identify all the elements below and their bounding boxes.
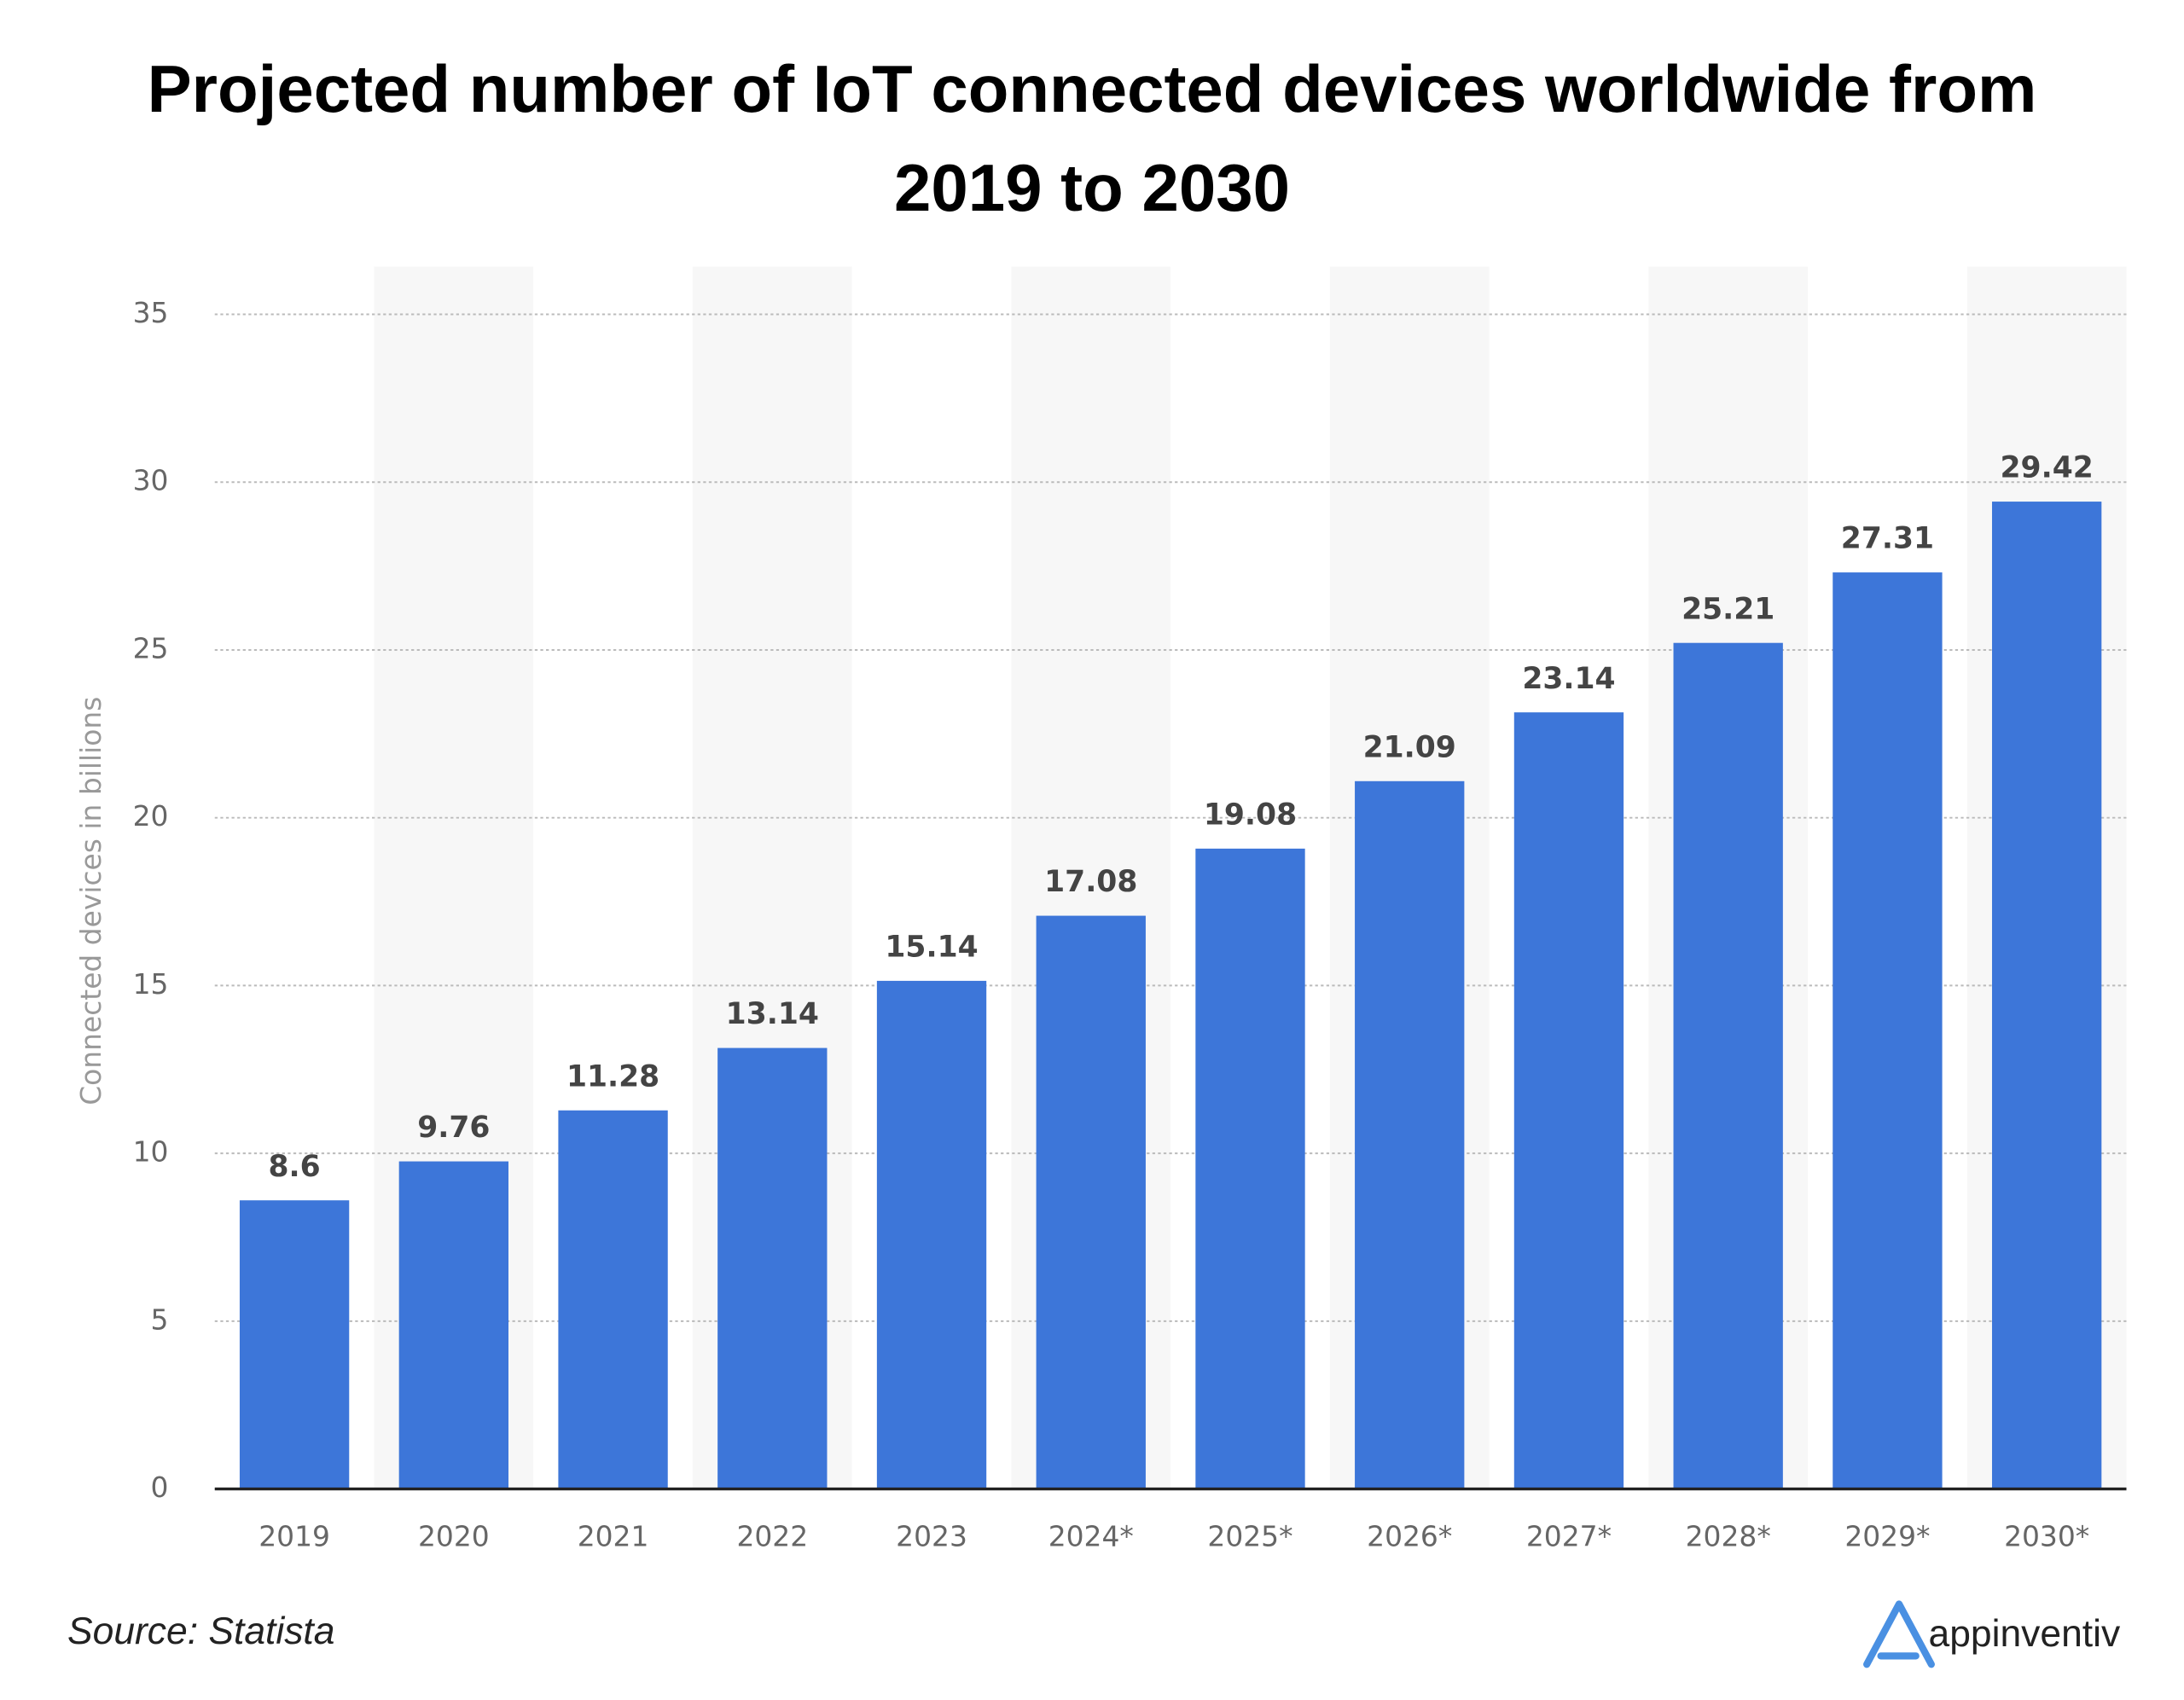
x-tick-label: 2026* bbox=[1367, 1520, 1452, 1553]
bar bbox=[1036, 915, 1146, 1489]
x-tick-label: 2024* bbox=[1048, 1520, 1134, 1553]
y-tick-label: 20 bbox=[133, 799, 169, 833]
y-tick-label: 25 bbox=[133, 631, 169, 664]
y-tick-label: 30 bbox=[133, 464, 169, 497]
value-label: 13.14 bbox=[726, 997, 819, 1031]
bar bbox=[1355, 780, 1465, 1489]
value-label: 21.09 bbox=[1363, 730, 1456, 764]
bar bbox=[717, 1047, 828, 1489]
source: Source: Statista bbox=[67, 1610, 334, 1652]
value-label: 11.28 bbox=[566, 1059, 659, 1094]
x-tick-label: 2028* bbox=[1686, 1520, 1771, 1553]
value-label: 8.6 bbox=[269, 1150, 321, 1184]
x-tick-label: 2020 bbox=[418, 1520, 490, 1553]
x-tick-label: 2029* bbox=[1844, 1520, 1930, 1553]
value-label: 23.14 bbox=[1522, 662, 1615, 696]
value-label: 27.31 bbox=[1841, 522, 1934, 556]
x-tick-label: 2030* bbox=[2004, 1520, 2089, 1553]
value-label: 15.14 bbox=[885, 931, 978, 965]
y-tick-label: 5 bbox=[151, 1303, 169, 1336]
bar bbox=[1195, 848, 1305, 1489]
y-tick-label: 0 bbox=[151, 1471, 169, 1504]
x-tick-label: 2025* bbox=[1207, 1520, 1292, 1553]
x-tick-label: 2019 bbox=[258, 1520, 330, 1553]
value-label: 9.76 bbox=[417, 1111, 490, 1145]
x-tick-label: 2027* bbox=[1526, 1520, 1612, 1553]
bar bbox=[398, 1161, 509, 1489]
value-label: 29.42 bbox=[2001, 451, 2094, 485]
x-tick-label: 2021 bbox=[578, 1520, 649, 1553]
bar bbox=[1513, 712, 1624, 1489]
value-label: 17.08 bbox=[1044, 865, 1137, 899]
chart-title: Projected number of IoT connected device… bbox=[147, 51, 2037, 225]
brand-name: appinventiv bbox=[1929, 1613, 2121, 1655]
y-tick-label: 10 bbox=[133, 1135, 169, 1169]
x-tick-label: 2023 bbox=[896, 1520, 967, 1553]
value-label: 19.08 bbox=[1204, 798, 1297, 833]
x-tick-label: 2022 bbox=[736, 1520, 808, 1553]
bar bbox=[1991, 502, 2102, 1489]
bar bbox=[239, 1200, 350, 1489]
bar bbox=[876, 980, 987, 1489]
y-tick-label: 15 bbox=[133, 967, 169, 1001]
y-tick-label: 35 bbox=[133, 296, 169, 329]
brand-logo bbox=[1863, 1600, 1935, 1668]
bar bbox=[1833, 572, 1943, 1489]
bar bbox=[1673, 642, 1783, 1489]
y-axis-label: Connected devices in billions bbox=[74, 697, 107, 1105]
value-label: 25.21 bbox=[1682, 592, 1774, 626]
bar bbox=[558, 1110, 668, 1489]
